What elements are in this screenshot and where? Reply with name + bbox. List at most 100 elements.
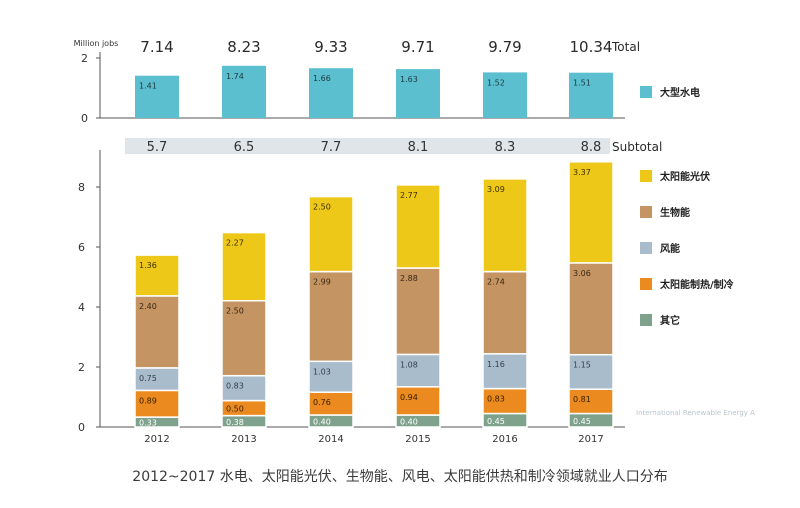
hydro-bar [569,72,613,118]
legend-swatch [640,170,652,182]
legend-swatch [640,242,652,254]
hydro-value-label: 1.52 [487,78,505,87]
stacked-bar-segment [134,389,180,418]
stacked-bar-segment [568,353,614,390]
subtotal-value-label: 8.8 [581,140,602,155]
top-y-tick-label: 0 [81,112,88,125]
hydro-bar [396,69,440,118]
stacked-bar-segment [395,184,441,269]
bottom-y-tick-label: 0 [78,421,85,434]
stacked-bar-segment [482,270,528,355]
stacked-bar-segment [568,388,614,415]
segment-value-label: 3.06 [573,269,591,278]
total-value-label: 8.23 [227,38,260,56]
segment-value-label: 2.50 [313,203,331,212]
stacked-bar-segment [395,386,441,416]
segment-value-label: 2.74 [487,278,505,287]
hydro-bar [483,72,527,118]
bottom-y-tick-label: 8 [78,181,85,194]
segment-value-label: 0.45 [487,417,505,426]
bottom-y-tick-label: 6 [78,241,85,254]
hydro-bar [135,75,179,118]
subtotal-value-label: 5.7 [147,140,168,155]
total-value-label: 7.14 [140,38,173,56]
legend-label: 生物能 [660,206,690,219]
stacked-bar-segment [482,387,528,415]
legend-swatch [640,314,652,326]
stacked-bar-segment [395,267,441,356]
segment-value-label: 1.03 [313,367,331,376]
x-tick-label: 2012 [144,434,169,445]
segment-value-label: 1.36 [139,261,157,270]
segment-value-label: 1.08 [400,360,418,369]
segment-value-label: 3.09 [487,185,505,194]
segment-value-label: 0.76 [313,398,331,407]
segment-value-label: 2.27 [226,239,244,248]
stacked-bar-segment [482,178,528,273]
hydro-bar [222,65,266,118]
segment-value-label: 0.83 [487,395,505,404]
hydro-bar [309,68,353,118]
stacked-bar-segment [308,360,354,393]
stacked-bar-segment [568,161,614,264]
stacked-bar-segment [134,254,180,297]
stacked-bar-segment [134,295,180,369]
segment-value-label: 3.37 [573,168,591,177]
segment-value-label: 1.15 [573,361,591,370]
total-value-label: 9.33 [314,38,347,56]
total-value-label: 10.34 [570,38,613,56]
segment-value-label: 0.81 [573,395,591,404]
stacked-bar-segment [568,262,614,356]
bottom-y-tick-label: 4 [78,301,85,314]
jobs-chart: Million jobs 0 2 1.41 1.74 1.66 1.63 1.52 1.51 7.… [74,38,756,445]
x-tick-label: 2017 [578,434,603,445]
segment-value-label: 0.40 [400,418,418,427]
segment-value-label: 0.94 [400,393,418,402]
subtotal-label: Subtotal [612,140,662,154]
legend-label-hydro: 大型水电 [660,86,700,99]
figure-caption: 2012~2017 水电、太阳能光伏、生物能、风电、太阳能供热和制冷领域就业人口… [132,469,668,485]
legend-swatch-hydro [640,86,652,98]
segment-value-label: 2.88 [400,274,418,283]
top-y-unit-label: Million jobs [74,39,119,48]
subtotal-band [125,138,610,154]
segment-value-label: 0.50 [226,405,244,414]
total-value-label: 9.79 [488,38,521,56]
hydro-value-label: 1.74 [226,72,244,81]
hydro-value-label: 1.41 [139,82,157,91]
segment-value-label: 0.89 [139,396,157,405]
segment-value-label: 0.45 [573,417,591,426]
x-tick-label: 2014 [318,434,343,445]
segment-value-label: 2.99 [313,278,331,287]
legend-label: 太阳能制热/制冷 [659,278,734,291]
hydro-value-label: 1.66 [313,74,331,83]
legend-swatch [640,206,652,218]
subtotal-value-label: 8.1 [408,140,429,155]
top-y-tick-label: 2 [81,52,88,65]
subtotal-value-label: 8.3 [495,140,516,155]
subtotal-value-label: 6.5 [234,140,255,155]
stacked-bar-segment [482,353,528,390]
segment-value-label: 2.40 [139,302,157,311]
stacked-bar-segment [395,353,441,388]
stacked-bar-segment [221,231,267,302]
x-tick-label: 2016 [492,434,517,445]
x-tick-label: 2013 [231,434,256,445]
segment-value-label: 0.75 [139,374,157,383]
total-value-label: 9.71 [401,38,434,56]
stacked-bar-segment [221,374,267,402]
segment-value-label: 2.50 [226,307,244,316]
segment-value-label: 0.38 [226,418,244,427]
segment-value-label: 0.40 [313,418,331,427]
hydro-value-label: 1.63 [400,75,418,84]
stacked-bar-segment [221,299,267,377]
legend-swatch [640,278,652,290]
watermark-text: International Renewable Energy A [636,409,755,417]
hydro-value-label: 1.51 [573,79,591,88]
legend-label: 太阳能光伏 [659,170,710,183]
segment-value-label: 0.83 [226,382,244,391]
segment-value-label: 0.33 [139,419,157,428]
subtotal-value-label: 7.7 [321,140,342,155]
total-label: Total [611,40,640,54]
